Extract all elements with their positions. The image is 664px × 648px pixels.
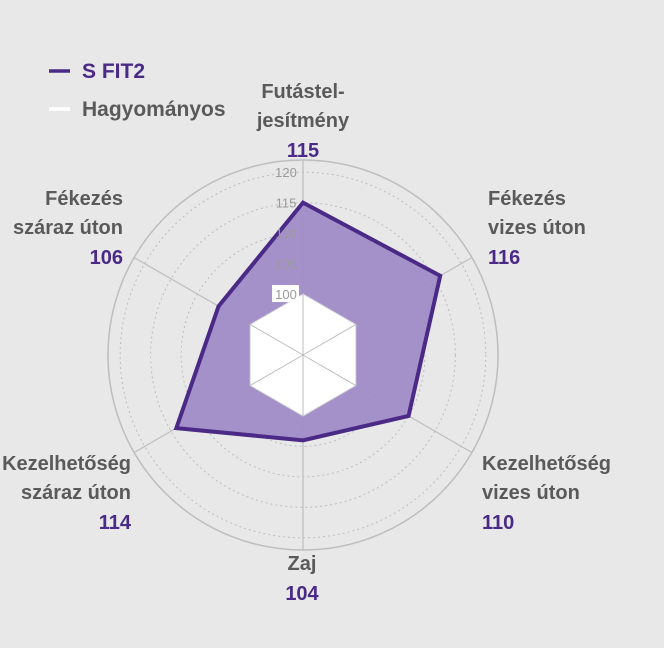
legend-item-hagyomanyos: Hagyományos <box>49 98 226 121</box>
axis-name-line: vizes úton <box>482 482 580 504</box>
inner-spoke-2 <box>302 354 357 386</box>
axis-value-label: 115 <box>287 140 319 162</box>
axis-value-label: 114 <box>99 512 132 534</box>
axis-name-line: száraz úton <box>21 482 131 504</box>
tick-layer: 100 105 110 115 120 <box>272 165 299 303</box>
legend-label-hagyomanyos: Hagyományos <box>82 98 226 121</box>
tick-bg-100 <box>272 285 299 303</box>
legend-label-s-fit2: S FIT2 <box>82 60 145 83</box>
tick-label-120: 120 <box>275 165 297 180</box>
axis-name-line: Fékezés <box>488 188 566 210</box>
axis-value-label: 106 <box>90 247 123 269</box>
grid-circle-115 <box>150 202 456 508</box>
axis-value-label: 110 <box>482 512 514 534</box>
axis-name-line: Fékezés <box>45 188 123 210</box>
axis-name-line: Kezelhetőség <box>2 453 131 475</box>
legend: S FIT2 Hagyományos <box>49 60 226 121</box>
inner-spoke-1 <box>302 324 357 356</box>
axis-label-2: Kezelhetőség vizes úton 110 <box>482 453 611 534</box>
legend-item-s-fit2: S FIT2 <box>49 60 145 83</box>
axis-label-4: Kezelhetőség száraz úton 114 <box>2 453 132 534</box>
tick-label-100: 100 <box>275 287 297 302</box>
tick-label-105: 105 <box>275 257 297 272</box>
axis-label-3: Zaj 104 <box>285 553 319 605</box>
axis-name-line: száraz úton <box>13 217 123 239</box>
axis-name-line: jesítmény <box>256 110 350 132</box>
axis-name-line: Futástel- <box>261 81 344 103</box>
axis-label-5: Fékezés száraz úton 106 <box>13 188 123 269</box>
axis-label-0: Futástel-jesítmény 115 <box>256 81 350 162</box>
axis-label-1: Fékezés vizes úton 116 <box>488 188 586 269</box>
axis-label-layer: Futástel-jesítmény 115 Fékezés vizes úton 11… <box>2 81 611 605</box>
axis-name-line: Zaj <box>288 553 317 575</box>
axis-name-line: Kezelhetőség <box>482 453 611 475</box>
axis-value-label: 116 <box>488 247 520 269</box>
axis-name-line: vizes úton <box>488 217 586 239</box>
inner-spoke-5 <box>249 324 304 356</box>
tick-label-115: 115 <box>276 196 297 211</box>
inner-spoke-4 <box>249 354 304 386</box>
series-layer <box>173 200 443 443</box>
axis-value-label: 104 <box>285 583 319 605</box>
tick-label-110: 110 <box>276 226 297 241</box>
